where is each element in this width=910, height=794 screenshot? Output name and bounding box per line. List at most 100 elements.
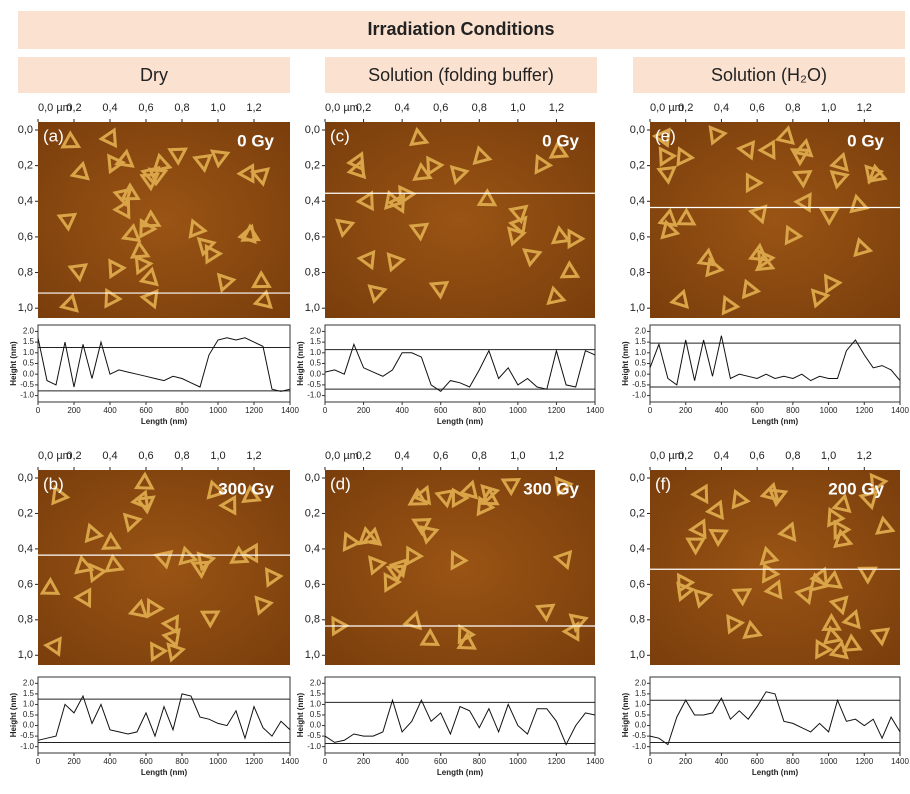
image-x-tick-label: 0,2: [356, 450, 371, 462]
origami-triangle: [857, 566, 878, 585]
origami-triangle: [522, 248, 543, 268]
profile-y-label: Height (nm): [621, 341, 630, 386]
origami-triangle: [161, 627, 181, 649]
profile-y-tick-label: -1.0: [632, 391, 646, 400]
origami-triangle: [759, 545, 780, 566]
origami-triangle: [428, 280, 450, 300]
origami-triangle: [84, 522, 105, 544]
origami-triangle: [147, 167, 169, 187]
image-x-tick-label: 0,0 µm: [325, 102, 359, 114]
origami-triangle: [129, 240, 151, 259]
panel-label: (b): [43, 474, 64, 493]
image-y-tick-label: 0,2: [305, 160, 320, 172]
column-banner: [18, 57, 290, 93]
profile-x-label: Length (nm): [437, 768, 484, 777]
image-x-tick-label: 0,4: [714, 450, 729, 462]
image-y-tick-label: 0,0: [18, 472, 33, 484]
profile-y-tick-label: 1.0: [310, 700, 322, 709]
origami-triangle: [810, 288, 831, 309]
origami-triangle: [67, 263, 89, 283]
profile-y-tick-label: 1.0: [23, 700, 35, 709]
origami-triangle: [658, 146, 678, 168]
origami-triangle: [58, 292, 79, 313]
origami-triangle: [398, 184, 417, 206]
profile-y-tick-label: 2.0: [635, 327, 647, 336]
origami-triangle: [160, 614, 180, 635]
image-y-tick-label: 0,0: [630, 124, 645, 136]
origami-triangle: [51, 484, 71, 506]
profile-y-tick-label: -0.5: [632, 731, 646, 740]
image-y-tick-label: 0,6: [18, 578, 33, 590]
height-profile: [37, 693, 291, 741]
origami-triangle: [139, 288, 159, 310]
profile-y-label: Height (nm): [621, 692, 630, 737]
profile-y-tick-label: -0.5: [20, 731, 34, 740]
origami-triangle: [119, 182, 141, 201]
image-x-tick-label: 0,4: [394, 450, 409, 462]
origami-triangle: [367, 284, 388, 305]
origami-triangle: [135, 495, 156, 515]
image-x-tick-label: 1,0: [821, 102, 836, 114]
origami-triangle: [204, 243, 224, 265]
profile-x-tick-label: 800: [175, 406, 189, 415]
image-x-tick-label: 0,8: [174, 102, 189, 114]
profile-y-tick-label: -1.0: [20, 391, 34, 400]
profile-y-tick-label: 1.5: [310, 337, 322, 346]
profile-y-tick-label: 1.0: [310, 348, 322, 357]
profile-x-tick-label: 600: [750, 406, 764, 415]
image-x-tick-label: 0,6: [749, 102, 764, 114]
origami-triangle: [550, 225, 572, 245]
origami-triangle: [690, 483, 709, 505]
origami-triangle: [107, 153, 126, 175]
origami-triangle: [726, 613, 746, 635]
origami-triangle: [708, 125, 728, 146]
image-x-tick-label: 1,2: [857, 450, 872, 462]
origami-triangle: [506, 226, 527, 247]
image-y-tick-label: 1,0: [305, 302, 320, 314]
image-x-tick-label: 0,4: [394, 102, 409, 114]
image-y-tick-label: 0,0: [18, 124, 33, 136]
origami-triangle: [108, 258, 127, 280]
column-title: Solution (folding buffer): [368, 65, 554, 85]
origami-triangle: [100, 531, 122, 550]
profile-y-tick-label: 0.5: [310, 359, 322, 368]
image-x-tick-label: 0,6: [433, 450, 448, 462]
title-banner: [18, 11, 905, 49]
origami-triangle: [508, 215, 528, 236]
image-y-tick-label: 1,0: [18, 649, 33, 661]
image-y-tick-label: 0,0: [305, 472, 320, 484]
image-x-tick-label: 0,2: [678, 102, 693, 114]
origami-triangle: [152, 152, 173, 173]
origami-triangle: [384, 189, 404, 211]
origami-triangle: [759, 481, 780, 502]
image-x-tick-label: 0,8: [174, 450, 189, 462]
figure-title: Irradiation Conditions: [368, 19, 555, 39]
image-y-tick-label: 0,6: [630, 231, 645, 243]
profile-y-tick-label: 2.0: [635, 678, 647, 687]
image-y-tick-label: 0,6: [630, 578, 645, 590]
origami-triangle: [480, 484, 501, 505]
profile-x-tick-label: 1200: [245, 757, 263, 766]
origami-triangle: [342, 531, 362, 552]
origami-triangle: [73, 587, 92, 609]
profile-x-tick-label: 1200: [245, 406, 263, 415]
column-banner: [325, 57, 597, 93]
profile-y-tick-label: 2.0: [23, 327, 35, 336]
profile-y-tick-label: 0.5: [635, 710, 647, 719]
origami-triangle: [736, 139, 756, 161]
profile-y-tick-label: -0.5: [307, 731, 321, 740]
origami-triangle: [104, 287, 123, 309]
height-profile: [649, 335, 901, 386]
origami-triangle: [829, 170, 850, 190]
origami-triangle: [476, 495, 496, 517]
column-title: Dry: [140, 65, 168, 85]
origami-triangle: [346, 158, 367, 180]
origami-triangle: [858, 490, 879, 511]
origami-triangle: [434, 488, 455, 509]
profile-y-tick-label: 1.5: [310, 689, 322, 698]
dose-label: 0 Gy: [847, 131, 884, 150]
image-x-tick-label: 0,0 µm: [38, 102, 72, 114]
profile-x-tick-label: 600: [139, 757, 153, 766]
profile-x-tick-label: 1000: [820, 757, 838, 766]
